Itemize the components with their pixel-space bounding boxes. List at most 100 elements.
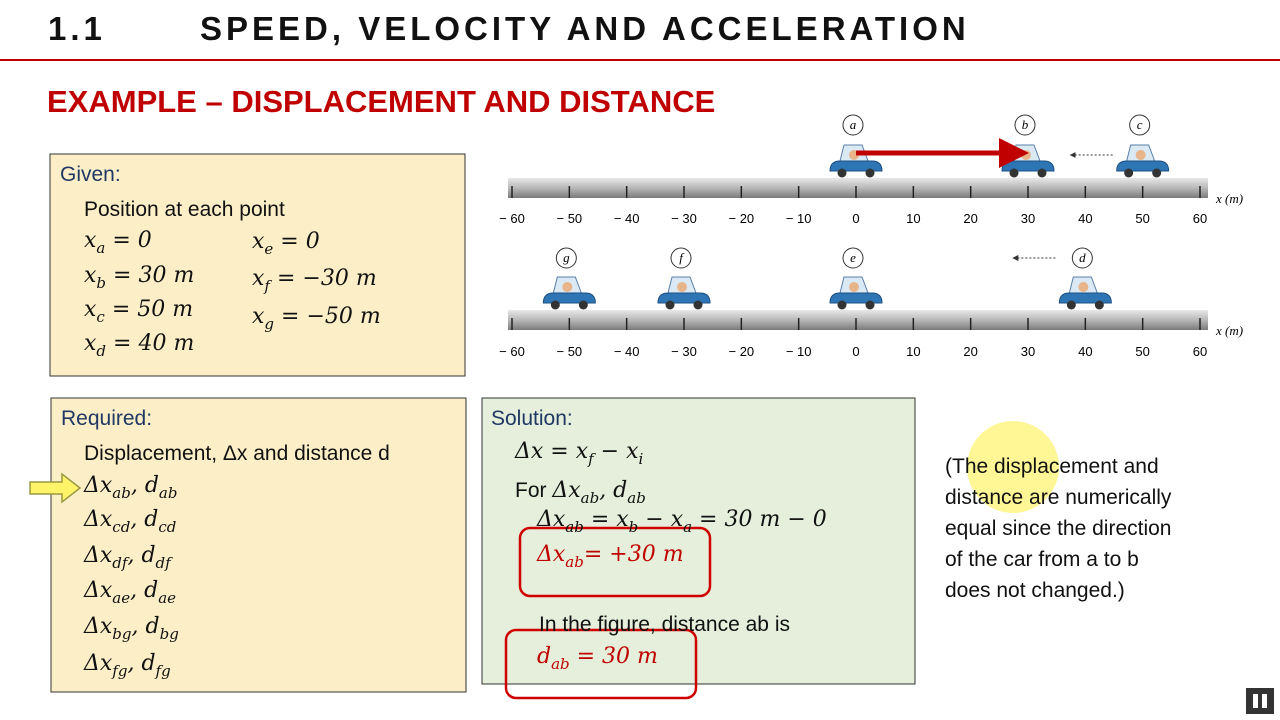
point-circle (842, 247, 864, 269)
subscript: ab (565, 553, 584, 571)
math-line: Δxab = xb − xa = 30 m − 0 (537, 507, 827, 536)
subscript: b (96, 274, 107, 292)
wheel (865, 168, 875, 178)
math-text: = 50 m (104, 297, 194, 322)
car-body (1058, 292, 1112, 304)
tick-label: 0 (852, 211, 859, 226)
tick-label: − 40 (614, 344, 640, 359)
note-line: does not changed.) (945, 579, 1125, 602)
wheel (1037, 168, 1047, 178)
math-line: Δxab, dab (84, 473, 177, 502)
tick-label: 60 (1193, 344, 1207, 359)
given-intro: Position at each point (84, 198, 285, 221)
car-body (657, 292, 711, 304)
subscript: c (96, 308, 105, 326)
math-text: Δx (537, 507, 566, 532)
car-body (1116, 160, 1170, 172)
figure-text: In the figure, distance ab is (539, 613, 790, 636)
section-number: 1.1 (48, 10, 106, 47)
math-line: dab = 30 m (537, 644, 658, 673)
math-text: − x (638, 507, 684, 532)
cursor-highlight (967, 421, 1059, 513)
note-line: of the car from a to b (945, 548, 1139, 571)
tick-label: 40 (1078, 344, 1092, 359)
tick-label: 30 (1021, 344, 1035, 359)
math-text: Δx (84, 614, 113, 639)
point-circle (1129, 114, 1151, 136)
point-label: b (1022, 117, 1029, 132)
tick-label: − 20 (728, 344, 754, 359)
car (829, 276, 883, 310)
number-line (508, 178, 1208, 198)
subscript: bg (159, 625, 179, 643)
point-circle (1071, 247, 1093, 269)
for-line: For Δxab, dab (515, 478, 646, 507)
math-text: , d (130, 578, 159, 603)
math-text: x (252, 229, 265, 254)
subscript: fg (155, 662, 171, 680)
tick-label: − 20 (728, 211, 754, 226)
driver (1135, 150, 1146, 160)
math-text: − x (593, 439, 639, 464)
car-body (1001, 160, 1055, 172)
point-label: d (1079, 250, 1086, 265)
point-label: e (850, 250, 856, 265)
math-line: xg = −50 m (252, 304, 381, 333)
solution-heading: Solution: (491, 407, 573, 430)
axis-label: x (m) (1215, 191, 1243, 206)
subscript: d (96, 342, 107, 360)
math-line: xf = −30 m (252, 266, 377, 295)
wheel (693, 300, 703, 310)
wheel (665, 300, 675, 310)
math-text: Δx = x (515, 439, 589, 464)
math-text: Δx (84, 473, 113, 498)
math-text: Δx (84, 507, 113, 532)
math-text: Δx (84, 651, 113, 676)
tick-label: − 60 (499, 344, 525, 359)
math-text: = 40 m (106, 331, 195, 356)
subscript: f (264, 277, 270, 295)
subscript: ab (565, 518, 584, 536)
tick-label: 50 (1135, 344, 1149, 359)
tick-label: 30 (1021, 211, 1035, 226)
point-label: a (850, 117, 857, 132)
math-line: Δxcd, dcd (84, 507, 176, 536)
tick-label: − 10 (786, 344, 812, 359)
math-text: x (84, 331, 97, 356)
driver (677, 282, 687, 292)
pause-button[interactable] (1246, 688, 1274, 714)
result-highlight (518, 526, 712, 598)
required-box (50, 397, 467, 693)
subscript: ab (580, 489, 600, 507)
car-body (542, 292, 596, 304)
tick-label: 50 (1135, 211, 1149, 226)
math-text: = −50 m (274, 304, 381, 329)
math-text: = 0 (105, 228, 152, 253)
pointer-arrow (29, 472, 82, 504)
math-text: x (252, 304, 265, 329)
math-text: = 30 m − 0 (692, 507, 827, 532)
math-text: , d (130, 507, 159, 532)
math-text: x (252, 266, 265, 291)
driver (849, 282, 859, 292)
note-line: equal since the direction (945, 517, 1172, 540)
wheel (1124, 168, 1134, 178)
math-line: Δxbg, dbg (84, 614, 179, 643)
subscript: i (638, 450, 644, 468)
wheel (578, 300, 588, 310)
math-text: Δx (84, 578, 113, 603)
point-circle (1014, 114, 1036, 136)
tick-label: 60 (1193, 211, 1207, 226)
car (657, 276, 711, 310)
distance-highlight (504, 628, 698, 700)
math-line: Δxab= +30 m (537, 542, 684, 571)
math-line: Δxae, dae (84, 578, 176, 607)
given-heading: Given: (60, 163, 121, 186)
tick-label: 0 (852, 344, 859, 359)
for-math: Δxab, dab (552, 478, 645, 507)
tick-label: 20 (963, 211, 977, 226)
subscript: f (588, 450, 594, 468)
wheel (550, 300, 560, 310)
